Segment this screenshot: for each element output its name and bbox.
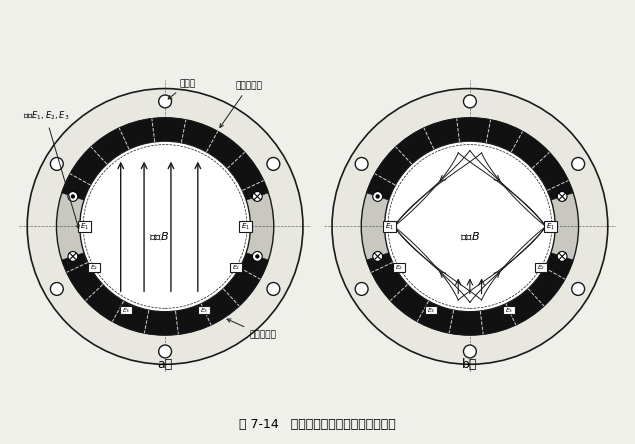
Polygon shape <box>62 118 269 200</box>
Bar <box>393 263 405 272</box>
Text: b）: b） <box>462 358 478 371</box>
Circle shape <box>57 118 274 335</box>
Circle shape <box>159 345 171 358</box>
Bar <box>544 221 557 232</box>
Bar <box>239 221 252 232</box>
Text: 图 7-14   非满管电磁流量计的串励和反励: 图 7-14 非满管电磁流量计的串励和反励 <box>239 418 396 431</box>
Circle shape <box>385 141 555 312</box>
Circle shape <box>558 191 567 202</box>
Text: 法兰孔: 法兰孔 <box>168 79 195 99</box>
Circle shape <box>355 282 368 295</box>
Text: $E_1$: $E_1$ <box>80 222 89 231</box>
Bar <box>535 263 547 272</box>
Circle shape <box>464 345 476 358</box>
Text: 磁场$B$: 磁场$B$ <box>460 230 480 242</box>
Circle shape <box>355 158 368 170</box>
Text: $E_2$: $E_2$ <box>537 263 545 272</box>
Text: 电极$E_1,E_2,E_3$: 电极$E_1,E_2,E_3$ <box>23 110 79 229</box>
Text: $E_1$: $E_1$ <box>241 222 250 231</box>
Text: a）: a） <box>157 358 173 371</box>
Text: 上励磁线圈: 上励磁线圈 <box>220 82 262 127</box>
Circle shape <box>68 191 77 202</box>
Circle shape <box>332 88 608 365</box>
Circle shape <box>253 251 262 262</box>
Circle shape <box>572 158 585 170</box>
Bar <box>120 306 132 314</box>
Circle shape <box>50 282 64 295</box>
Text: $E_1$: $E_1$ <box>546 222 555 231</box>
Bar <box>88 263 100 272</box>
Bar <box>383 221 396 232</box>
Text: 下励磁线圈: 下励磁线圈 <box>227 319 276 339</box>
Circle shape <box>267 282 280 295</box>
Bar <box>425 306 437 314</box>
Circle shape <box>376 195 379 198</box>
Circle shape <box>159 95 171 108</box>
Circle shape <box>572 282 585 295</box>
Bar <box>230 263 242 272</box>
Bar <box>78 221 91 232</box>
Circle shape <box>68 251 77 262</box>
Polygon shape <box>366 253 573 335</box>
Circle shape <box>464 95 476 108</box>
Text: $E_2$: $E_2$ <box>232 263 240 272</box>
Circle shape <box>267 158 280 170</box>
Circle shape <box>50 158 64 170</box>
Text: $E_3$: $E_3$ <box>200 305 208 314</box>
Text: $E_2$: $E_2$ <box>395 263 403 272</box>
Bar <box>503 306 515 314</box>
Circle shape <box>253 191 262 202</box>
Text: $E_3$: $E_3$ <box>505 305 513 314</box>
Circle shape <box>558 251 567 262</box>
Text: $E_2$: $E_2$ <box>90 263 98 272</box>
Text: $E_3$: $E_3$ <box>122 305 130 314</box>
Circle shape <box>256 255 259 258</box>
Circle shape <box>373 191 382 202</box>
Text: $E_3$: $E_3$ <box>427 305 435 314</box>
Bar <box>198 306 210 314</box>
Circle shape <box>80 141 250 312</box>
Circle shape <box>361 118 578 335</box>
Polygon shape <box>62 253 269 335</box>
Circle shape <box>27 88 303 365</box>
Text: $E_1$: $E_1$ <box>385 222 394 231</box>
Text: 磁场$B$: 磁场$B$ <box>149 230 170 242</box>
Polygon shape <box>366 118 573 200</box>
Circle shape <box>373 251 382 262</box>
Circle shape <box>71 195 74 198</box>
